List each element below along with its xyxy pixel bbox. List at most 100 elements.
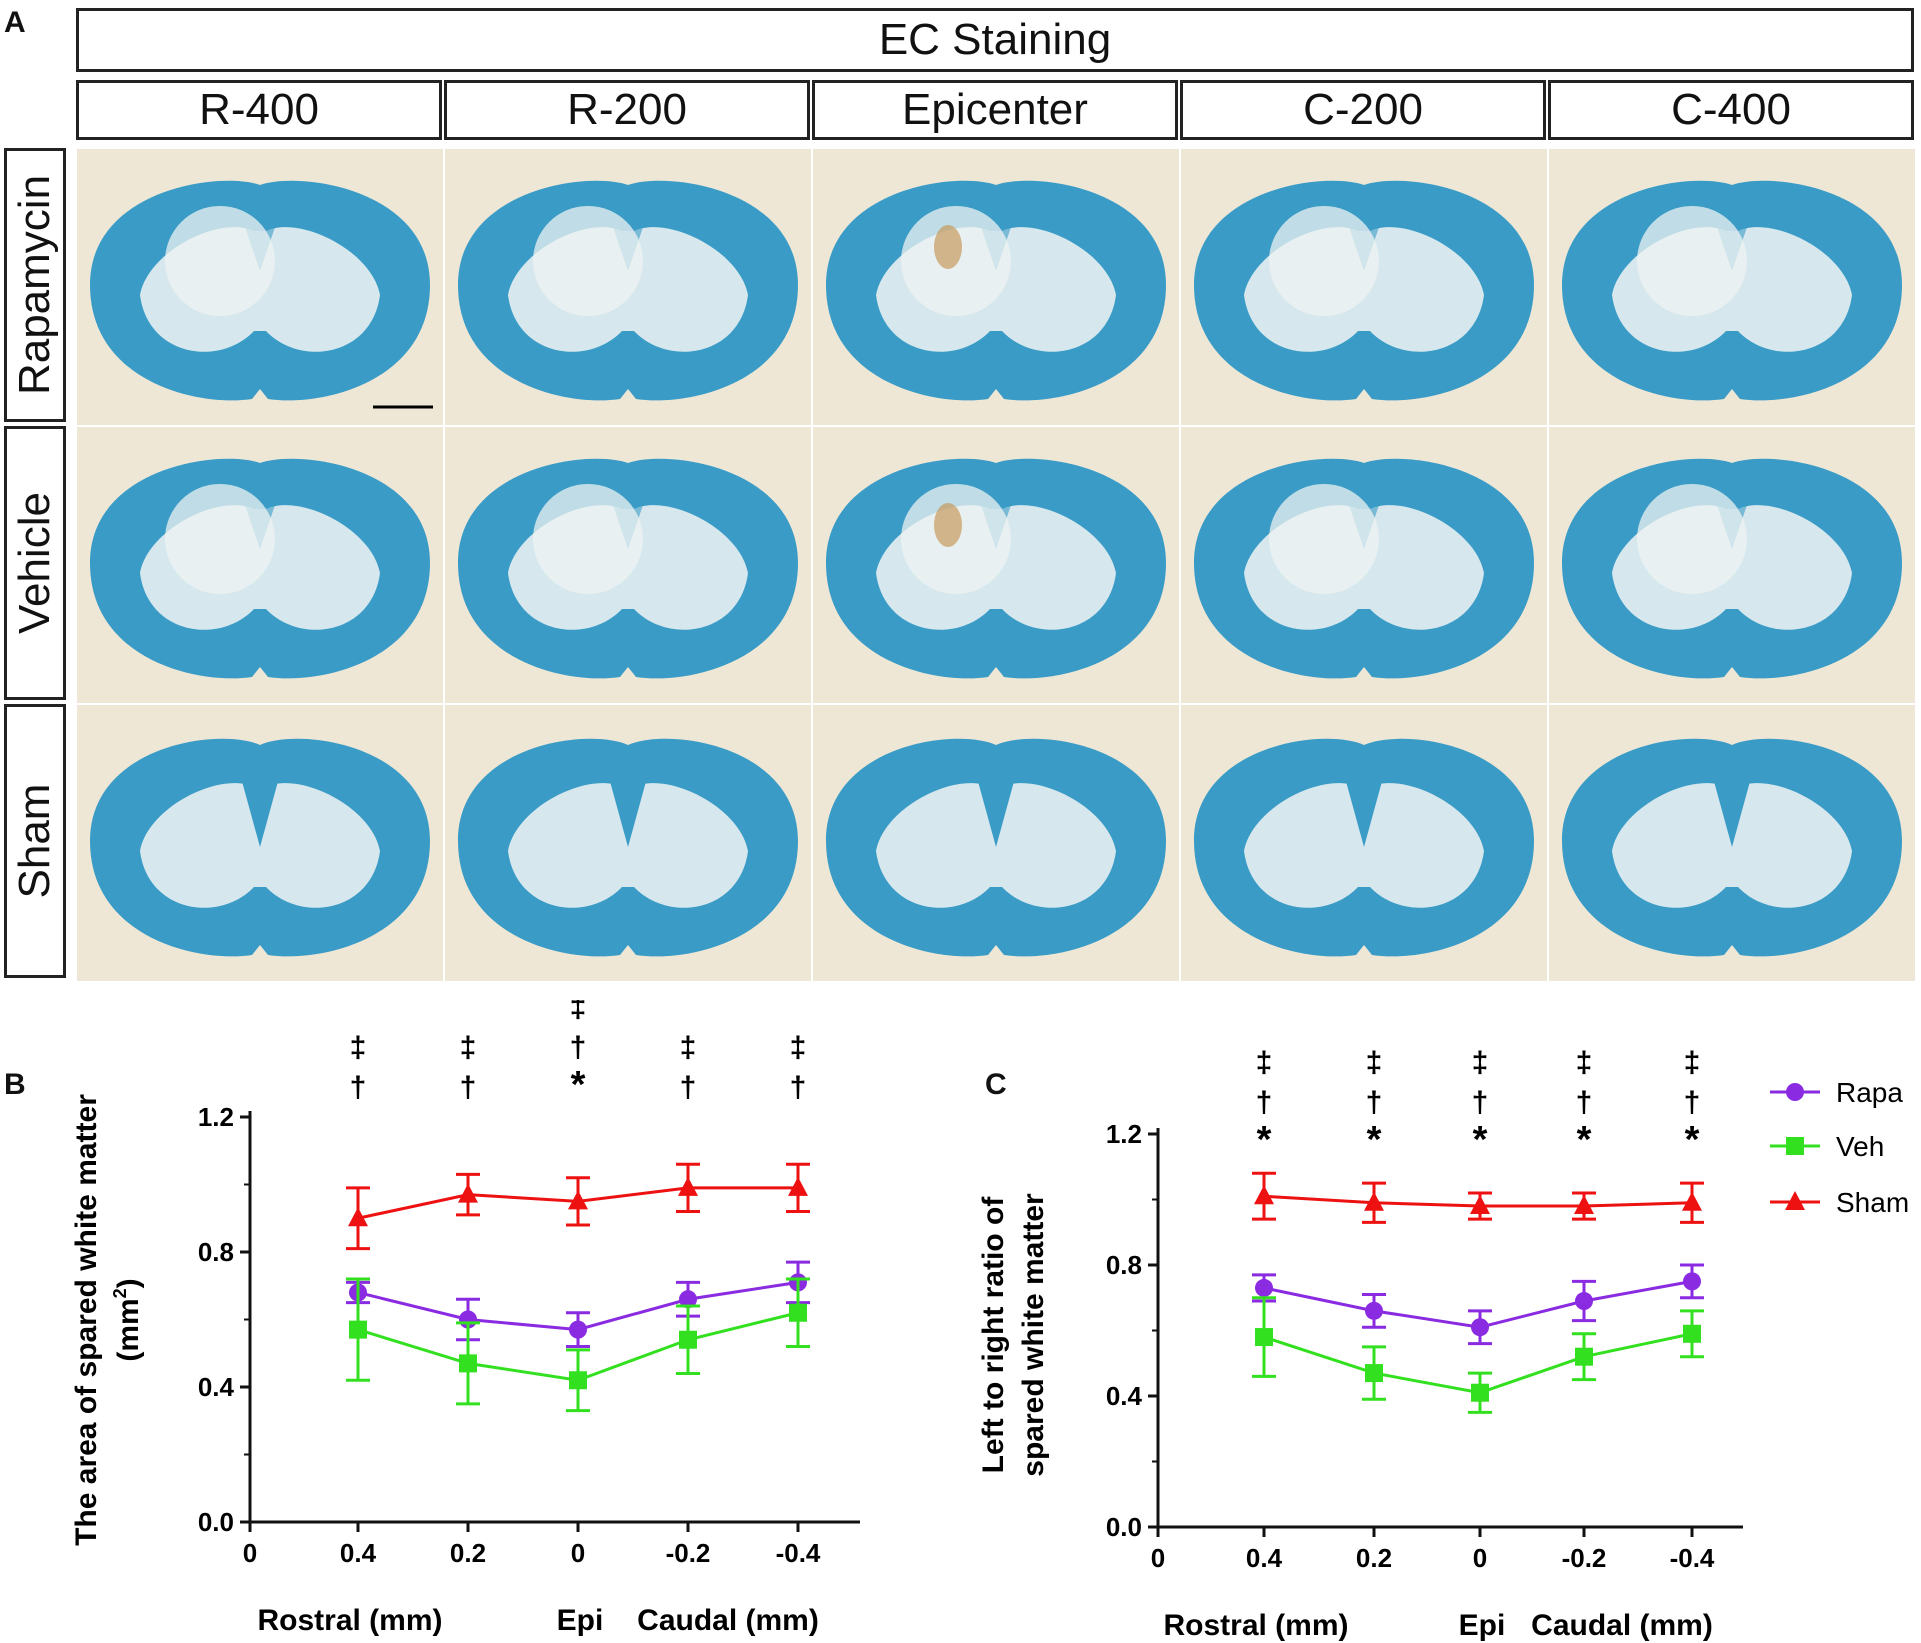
y-axis-label: The area of spared white matter — [70, 1094, 103, 1546]
y-tick-label: 1.2 — [1106, 1119, 1142, 1149]
injury-area — [1637, 206, 1747, 316]
chart-c: 0.0 0.4 0.8 1.2 0 0.4 0.2 0 -0.2 -0.4 Rostral (mm)… — [1106, 1046, 1743, 1642]
legend-marker — [1785, 1191, 1805, 1210]
panel-c-letter: C — [985, 1068, 1007, 1101]
micrograph-cell — [76, 704, 444, 982]
y-axis-units: (mm2) — [110, 1278, 145, 1361]
row-label-box: Sham — [4, 704, 66, 978]
spinal-cord-section — [826, 180, 1166, 401]
significance-marker: * — [1685, 1119, 1700, 1161]
column-header: R-400 — [76, 80, 442, 140]
significance-marker: † — [570, 1031, 587, 1064]
y-tick-label: 0.0 — [198, 1507, 234, 1537]
legend-label: Rapa — [1836, 1077, 1903, 1108]
spinal-cord-section — [1562, 738, 1902, 957]
legend-marker — [1786, 1083, 1804, 1101]
data-point — [1682, 1191, 1702, 1211]
x-tick-label: -0.4 — [1670, 1543, 1715, 1573]
x-tick-label: -0.2 — [666, 1538, 711, 1568]
y-units-sup: 2 — [110, 1288, 130, 1298]
data-point — [1683, 1272, 1701, 1291]
significance-marker: ‡ — [680, 1031, 697, 1064]
charts-svg: 0.0 0.4 0.8 1.2 0 0.4 0.2 0 -0.2 -0.4 Rostral (mm)… — [70, 1000, 1909, 1642]
column-header: R-200 — [444, 80, 810, 140]
micrograph-cell — [444, 426, 812, 704]
data-point — [348, 1207, 368, 1227]
column-header: Epicenter — [812, 80, 1178, 140]
x-tick-label: -0.2 — [1562, 1543, 1607, 1573]
panel-a-letter: A — [4, 6, 26, 39]
legend-item: Rapa — [1770, 1077, 1903, 1108]
data-point — [1365, 1301, 1383, 1320]
region-label: Epi — [557, 1604, 604, 1637]
data-point — [1255, 1328, 1273, 1347]
significance-marker: * — [1473, 1119, 1488, 1161]
data-point — [459, 1354, 477, 1373]
spinal-cord-section — [1562, 180, 1902, 401]
data-point — [1683, 1324, 1701, 1343]
y-units-text: (mm — [112, 1298, 145, 1361]
lesion-spot — [934, 503, 962, 547]
x-tick-label: 0.2 — [450, 1538, 486, 1568]
significance-marker: * — [571, 1064, 586, 1106]
x-tick-label: 0.4 — [340, 1538, 377, 1568]
x-tick-label: -0.4 — [776, 1538, 821, 1568]
figure-title-box: EC Staining — [76, 8, 1914, 72]
micrograph-cell — [76, 426, 444, 704]
chart-b: 0.0 0.4 0.8 1.2 0 0.4 0.2 0 -0.2 -0.4 Rostral (mm)… — [198, 1000, 860, 1637]
legend-marker — [1786, 1137, 1804, 1155]
micrograph-cell — [812, 426, 1180, 704]
figure-title: EC Staining — [878, 15, 1112, 64]
x-tick-label: 0.4 — [1246, 1543, 1283, 1573]
region-label: Epi — [1459, 1609, 1506, 1642]
y-tick-label: 0.4 — [1106, 1381, 1143, 1411]
x-tick-label: 0.2 — [1356, 1543, 1392, 1573]
significance-marker: ‡ — [1684, 1046, 1701, 1079]
data-point — [1364, 1191, 1384, 1211]
region-label: Caudal (mm) — [637, 1604, 819, 1637]
dorsal-column — [600, 745, 656, 847]
y-units-close: ) — [112, 1278, 145, 1288]
significance-marker: ‡ — [1472, 1046, 1489, 1079]
injury-area — [533, 484, 643, 594]
row-label: Rapamycin — [10, 174, 59, 396]
significance-marker: * — [1257, 1119, 1272, 1161]
region-label: Caudal (mm) — [1531, 1609, 1713, 1642]
spinal-cord-section — [1194, 738, 1534, 957]
column-header: C-400 — [1548, 80, 1914, 140]
micrograph-cell — [1180, 704, 1548, 982]
data-point — [1574, 1195, 1594, 1215]
spinal-cord-section — [90, 738, 430, 957]
data-point — [678, 1176, 698, 1196]
significance-marker: † — [350, 1071, 367, 1104]
data-point — [349, 1320, 367, 1339]
significance-marker: † — [1472, 1086, 1489, 1119]
injury-area — [1269, 206, 1379, 316]
x-origin-label: 0 — [243, 1538, 257, 1568]
row-label: Vehicle — [10, 492, 59, 634]
row-label-box: Vehicle — [4, 426, 66, 700]
dorsal-column — [232, 745, 288, 847]
data-point — [1471, 1383, 1489, 1402]
micrograph-cell — [812, 148, 1180, 426]
spinal-cord-section — [90, 180, 433, 409]
significance-marker: ‡ — [790, 1031, 807, 1064]
data-point — [568, 1190, 588, 1210]
significance-marker: ‡ — [1366, 1046, 1383, 1079]
column-header: C-200 — [1180, 80, 1546, 140]
data-point — [1471, 1318, 1489, 1337]
dorsal-column — [1704, 745, 1760, 847]
micrograph-cell — [1548, 148, 1916, 426]
significance-marker: * — [1367, 1119, 1382, 1161]
y-tick-label: 0.4 — [198, 1372, 235, 1402]
legend-label: Veh — [1836, 1131, 1884, 1162]
region-label: Rostral (mm) — [257, 1604, 442, 1637]
legend-label: Sham — [1836, 1187, 1909, 1218]
x-origin-label: 0 — [1151, 1543, 1165, 1573]
micrograph-cell — [1548, 426, 1916, 704]
legend-item: Veh — [1770, 1131, 1884, 1162]
significance-marker: ‡ — [570, 1000, 587, 1024]
y-tick-label: 0.0 — [1106, 1512, 1142, 1542]
y-tick-label: 1.2 — [198, 1102, 234, 1132]
spinal-cord-section — [458, 458, 798, 679]
